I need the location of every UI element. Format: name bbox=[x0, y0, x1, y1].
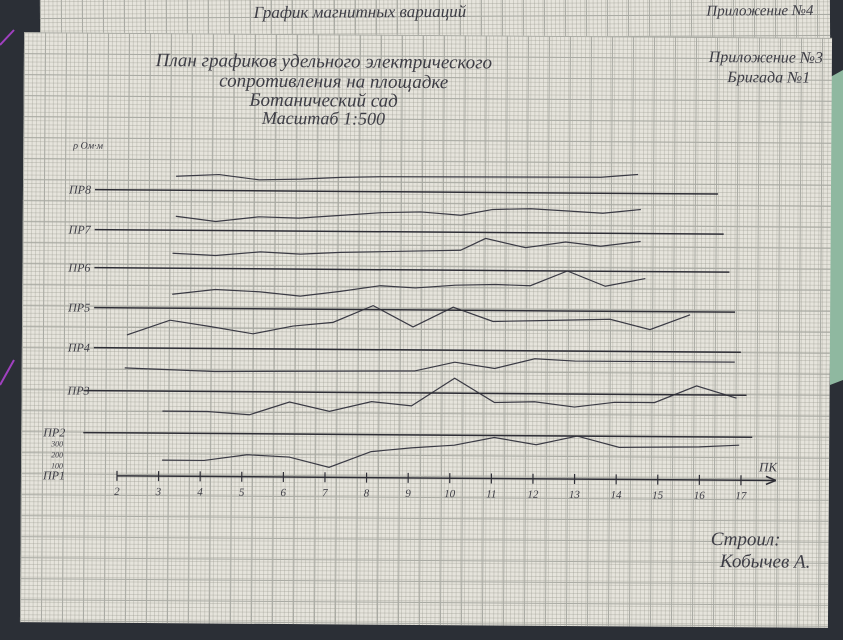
profile-baseline bbox=[94, 266, 730, 273]
profile-label: ПР5 bbox=[67, 300, 90, 314]
profile-baselines bbox=[83, 188, 753, 439]
edge-line bbox=[0, 29, 15, 46]
back-title: График магнитных вариаций bbox=[253, 2, 467, 22]
curve bbox=[176, 173, 639, 181]
profile-baseline bbox=[94, 228, 724, 235]
profile-baseline bbox=[94, 306, 736, 313]
author: Кобычев А. bbox=[719, 551, 811, 573]
author-label: Строил: bbox=[711, 529, 781, 550]
title-line: План графиков удельного электрического bbox=[155, 50, 493, 73]
plot: План графиков удельного электрического с… bbox=[42, 49, 823, 573]
x-tick-label: 17 bbox=[735, 490, 747, 502]
x-axis bbox=[116, 475, 776, 482]
profile-baseline bbox=[94, 188, 718, 195]
profile-label: ПР2 bbox=[42, 425, 65, 439]
x-tick-label: 5 bbox=[239, 487, 245, 499]
back-sheet: График магнитных вариаций Приложение №4 bbox=[39, 0, 831, 48]
back-appendix: Приложение №4 bbox=[705, 3, 814, 20]
curve bbox=[175, 208, 641, 223]
x-tick-label: 2 bbox=[114, 486, 120, 498]
x-axis-label: ПК bbox=[758, 459, 778, 474]
x-tick-label: 16 bbox=[694, 490, 706, 502]
curve bbox=[162, 435, 740, 468]
x-tick-label: 8 bbox=[364, 488, 370, 500]
profile-label: ПР3 bbox=[67, 383, 90, 397]
profile-label: ПР1 bbox=[42, 468, 65, 482]
x-axis-arrow bbox=[765, 479, 777, 486]
resistivity-tick-label: 200 bbox=[51, 450, 63, 459]
x-tick-label: 10 bbox=[444, 488, 456, 500]
profile-curves bbox=[124, 173, 740, 468]
profile-baseline bbox=[83, 389, 747, 396]
brigade: Бригада №1 bbox=[726, 69, 810, 87]
profile-baseline bbox=[83, 431, 753, 439]
curve bbox=[162, 377, 737, 416]
x-tick-label: 13 bbox=[569, 489, 581, 501]
curve bbox=[172, 270, 646, 297]
x-tick-label: 14 bbox=[611, 489, 623, 501]
curve bbox=[126, 304, 691, 336]
y-axis-label: ρ Ом·м bbox=[72, 141, 103, 152]
appendix: Приложение №3 bbox=[708, 49, 823, 67]
scale: Масштаб 1:500 bbox=[261, 108, 385, 129]
x-tick-label: 15 bbox=[652, 490, 664, 502]
profile-label: ПР7 bbox=[68, 222, 92, 236]
edge-line bbox=[0, 359, 15, 386]
x-tick-label: 3 bbox=[155, 486, 162, 498]
x-tick-label: 6 bbox=[280, 487, 286, 499]
curve bbox=[172, 237, 641, 257]
x-tick-label: 7 bbox=[322, 487, 328, 499]
main-sheet: План графиков удельного электрического с… bbox=[19, 32, 833, 628]
profile-label: ПР6 bbox=[67, 260, 90, 274]
resistivity-tick-label: 300 bbox=[50, 439, 63, 448]
curve bbox=[124, 358, 735, 373]
x-tick-label: 12 bbox=[527, 489, 539, 501]
profile-label: ПР4 bbox=[67, 340, 90, 354]
x-tick-label: 11 bbox=[486, 488, 496, 500]
resistivity-tick-label: 100 bbox=[51, 461, 63, 470]
title-line: Ботанический сад bbox=[248, 90, 398, 112]
title-line: сопротивления на площадке bbox=[219, 71, 448, 94]
back-sheet-text: График магнитных вариаций Приложение №4 bbox=[253, 2, 814, 22]
profile-baseline bbox=[93, 346, 741, 353]
x-tick-label: 9 bbox=[405, 488, 411, 500]
x-axis-arrow bbox=[765, 475, 777, 482]
x-tick-label: 4 bbox=[197, 486, 203, 498]
profile-label: ПР8 bbox=[68, 182, 91, 196]
